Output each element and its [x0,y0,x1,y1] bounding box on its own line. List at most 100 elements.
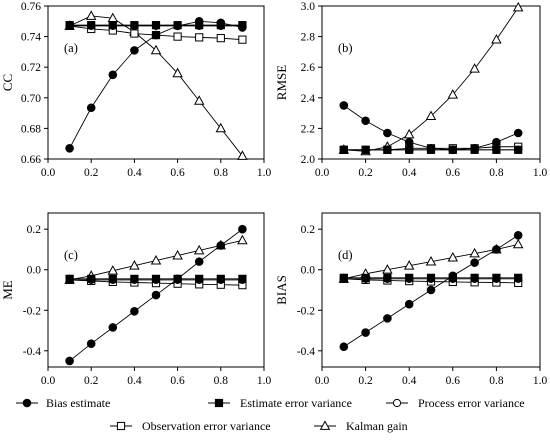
data-point [492,145,501,154]
panel-c: 0.0 0.2 0.4 0.6 0.8 1.0 0.2 0.0 -0.2 -0.4 ME (c) [0,212,272,387]
data-point [361,145,370,154]
x-tick-label: 0.8 [214,375,229,387]
series-line [69,20,243,149]
x-tick-label: 0.6 [170,375,185,387]
data-point [512,1,524,12]
y-axis-label: BIAS [274,275,289,305]
data-point [513,230,523,240]
x-tick-label: 0.8 [489,167,504,179]
legend-item: Kalman gain [314,419,408,433]
data-point [470,258,479,267]
data-point [108,323,118,332]
data-point [130,274,139,283]
series-bias-estimate [339,101,523,155]
data-point [492,273,501,282]
data-point [130,46,139,55]
data-point [426,143,436,153]
x-tick-label: 0.0 [315,167,330,179]
x-tick-label: 1.0 [533,375,548,387]
data-point [195,274,204,283]
legend-label: Kalman gain [346,419,408,433]
data-point [512,238,524,249]
data-point [513,128,523,138]
y-tick-label: 0.70 [21,93,41,105]
data-point [404,299,414,309]
x-tick-label: 1.0 [257,375,272,387]
data-point [194,257,204,266]
data-point [107,265,119,275]
series-bias-estimate [65,224,247,366]
legend-marker [392,398,402,408]
x-tick-label: 0.6 [170,167,185,179]
panel-label: (d) [338,248,353,262]
data-point [150,44,162,55]
data-point [238,224,247,234]
panel-label: (b) [338,41,353,55]
panel-d: 0.0 0.2 0.4 0.6 0.8 1.0 0.2 0.0 -0.2 -0.4 BIAS (d) [274,212,548,387]
data-point [216,274,225,283]
y-tick-label: 2.0 [301,154,316,166]
data-point [339,342,349,352]
data-point [426,285,436,295]
y-tick-label: -0.2 [23,305,41,317]
data-point [448,271,458,281]
data-point [339,101,349,110]
data-point [172,67,183,78]
y-axis-label: CC [0,74,15,91]
data-point [193,244,205,255]
data-point [514,273,523,282]
x-tick-label: 0.2 [84,167,99,179]
data-point [108,21,117,30]
x-tick-label: 0.6 [446,167,461,179]
data-point [448,145,458,155]
data-point [86,339,96,348]
y-tick-label: 0.0 [301,265,316,277]
y-tick-label: 0.2 [301,224,316,236]
panel-label: (c) [64,248,78,262]
plot-frame [321,212,541,368]
x-tick-label: 0.4 [127,375,142,387]
data-point [65,143,74,153]
legend-item: Observation error variance [110,419,271,433]
y-tick-label: -0.2 [297,305,315,317]
plot-frame [321,5,541,160]
legend-label: Estimate error variance [240,396,352,410]
data-point [469,247,480,258]
data-point [237,234,248,245]
data-point [151,21,161,30]
x-tick-label: 0.4 [127,167,142,179]
x-tick-label: 0.6 [446,375,461,387]
series-bias-estimate [65,17,247,153]
panel-a: 0.0 0.2 0.4 0.6 0.8 1.0 0.66 0.68 0.70 0.72 0.74 0.… [0,1,271,179]
data-point [65,21,74,30]
data-point [339,145,348,154]
data-point [470,143,479,153]
data-point [87,274,96,283]
x-tick-label: 0.8 [214,167,229,179]
data-point [404,137,414,147]
x-tick-label: 0.2 [358,375,373,387]
plot-frame [47,212,265,368]
legend-marker [22,398,32,408]
data-point [151,274,161,283]
series-estimate-error-variance [65,274,247,283]
panel-b: 0.0 0.2 0.4 0.6 0.8 1.0 2.0 2.2 2.4 2.6 2.8 3.0 RMSE… [274,1,547,179]
data-point [87,21,96,30]
legend-item: Estimate error variance [208,396,352,410]
legend: Bias estimate Estimate error variance Proc… [16,396,525,433]
data-point [238,23,247,32]
y-tick-label: 0.68 [21,123,41,135]
y-tick-label: 3.0 [301,1,316,13]
y-tick-label: 0.2 [27,224,42,236]
x-tick-label: 0.8 [489,375,504,387]
legend-item: Bias estimate [16,396,110,410]
data-point [361,328,370,337]
y-tick-label: -0.4 [23,346,41,358]
plot-frame [47,5,265,160]
data-point [425,110,437,121]
data-point [216,241,226,250]
data-point [383,314,392,323]
series-bias-estimate [339,230,523,352]
data-point [405,273,414,282]
